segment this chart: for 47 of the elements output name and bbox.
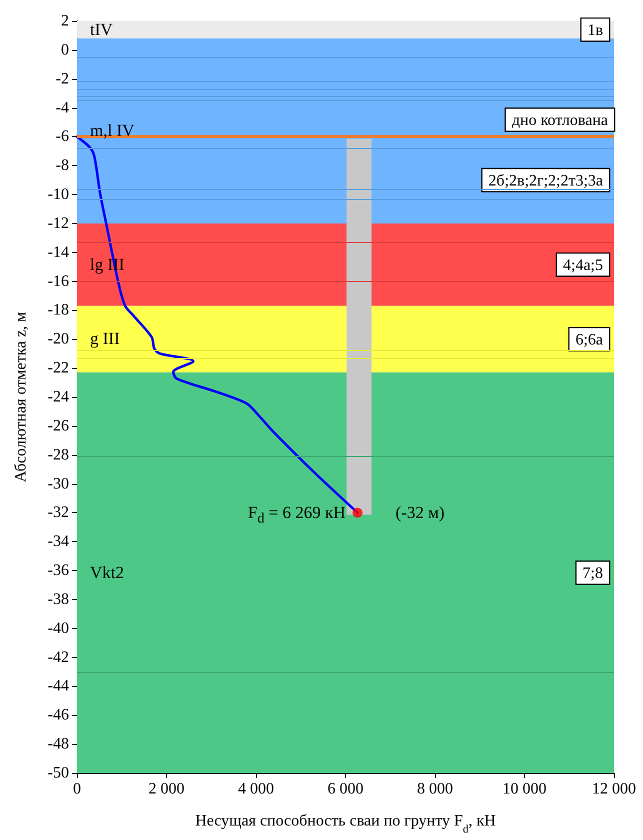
annotation: m,l IV (90, 120, 134, 141)
y-tick-label: 0 (61, 41, 69, 58)
y-tick-label: -2 (56, 70, 69, 88)
y-tick-label: -12 (48, 214, 69, 232)
y-tick-label: -40 (48, 620, 69, 637)
annotation: F$_{d}$ = 6 269 кН (248, 502, 346, 528)
y-axis-title: Абсолютная отметка z, м (12, 312, 30, 482)
x-tick-label: 4 000 (238, 780, 274, 798)
annotation: (-32 м) (396, 502, 445, 523)
y-tick-label: 2 (61, 12, 69, 30)
y-tick-label: -10 (48, 186, 69, 204)
y-tick-label: -46 (48, 706, 69, 724)
y-tick-label: -20 (48, 330, 69, 348)
y-tick-label: -14 (48, 244, 69, 261)
y-tick-label: -44 (48, 678, 69, 695)
x-tick-label: 10 000 (502, 780, 546, 798)
y-tick-label: -8 (56, 157, 69, 174)
y-tick-label: -22 (48, 360, 69, 377)
band-label: 7;8 (582, 565, 603, 582)
x-tick-label: 8 000 (417, 780, 453, 798)
y-tick-label: -38 (48, 590, 69, 608)
y-tick-label: -26 (48, 417, 69, 434)
band-label: 1в (587, 22, 604, 40)
y-tick-label: -30 (48, 475, 69, 492)
y-tick-label: -16 (48, 272, 69, 290)
x-tick-label: 0 (73, 780, 81, 798)
annotation: Vkt2 (90, 562, 124, 583)
band-label: 6;6а (575, 332, 603, 349)
x-tick-label: 2 000 (148, 780, 184, 798)
y-tick-label: -34 (48, 533, 69, 550)
annotation: tIV (90, 20, 113, 40)
y-tick-label: -6 (56, 128, 69, 146)
band-label: 4;4а;5 (563, 257, 603, 274)
y-tick-label: -36 (48, 562, 69, 580)
y-tick-label: -18 (48, 302, 69, 319)
annotation: g III (90, 329, 120, 350)
band-label: 2б;2в;2г;2;2т3;3а (488, 172, 603, 190)
y-tick-label: -32 (48, 504, 69, 522)
y-tick-label: -4 (56, 99, 69, 116)
y-tick-label: -48 (48, 736, 69, 753)
y-tick-label: -42 (48, 648, 69, 666)
y-tick-label: -50 (48, 764, 69, 782)
y-tick-label: -28 (48, 446, 69, 464)
y-tick-label: -24 (48, 388, 69, 406)
x-tick-label: 6 000 (328, 780, 364, 798)
ref-line-label: дно котлована (512, 112, 608, 130)
x-tick-label: 12 000 (592, 780, 636, 798)
